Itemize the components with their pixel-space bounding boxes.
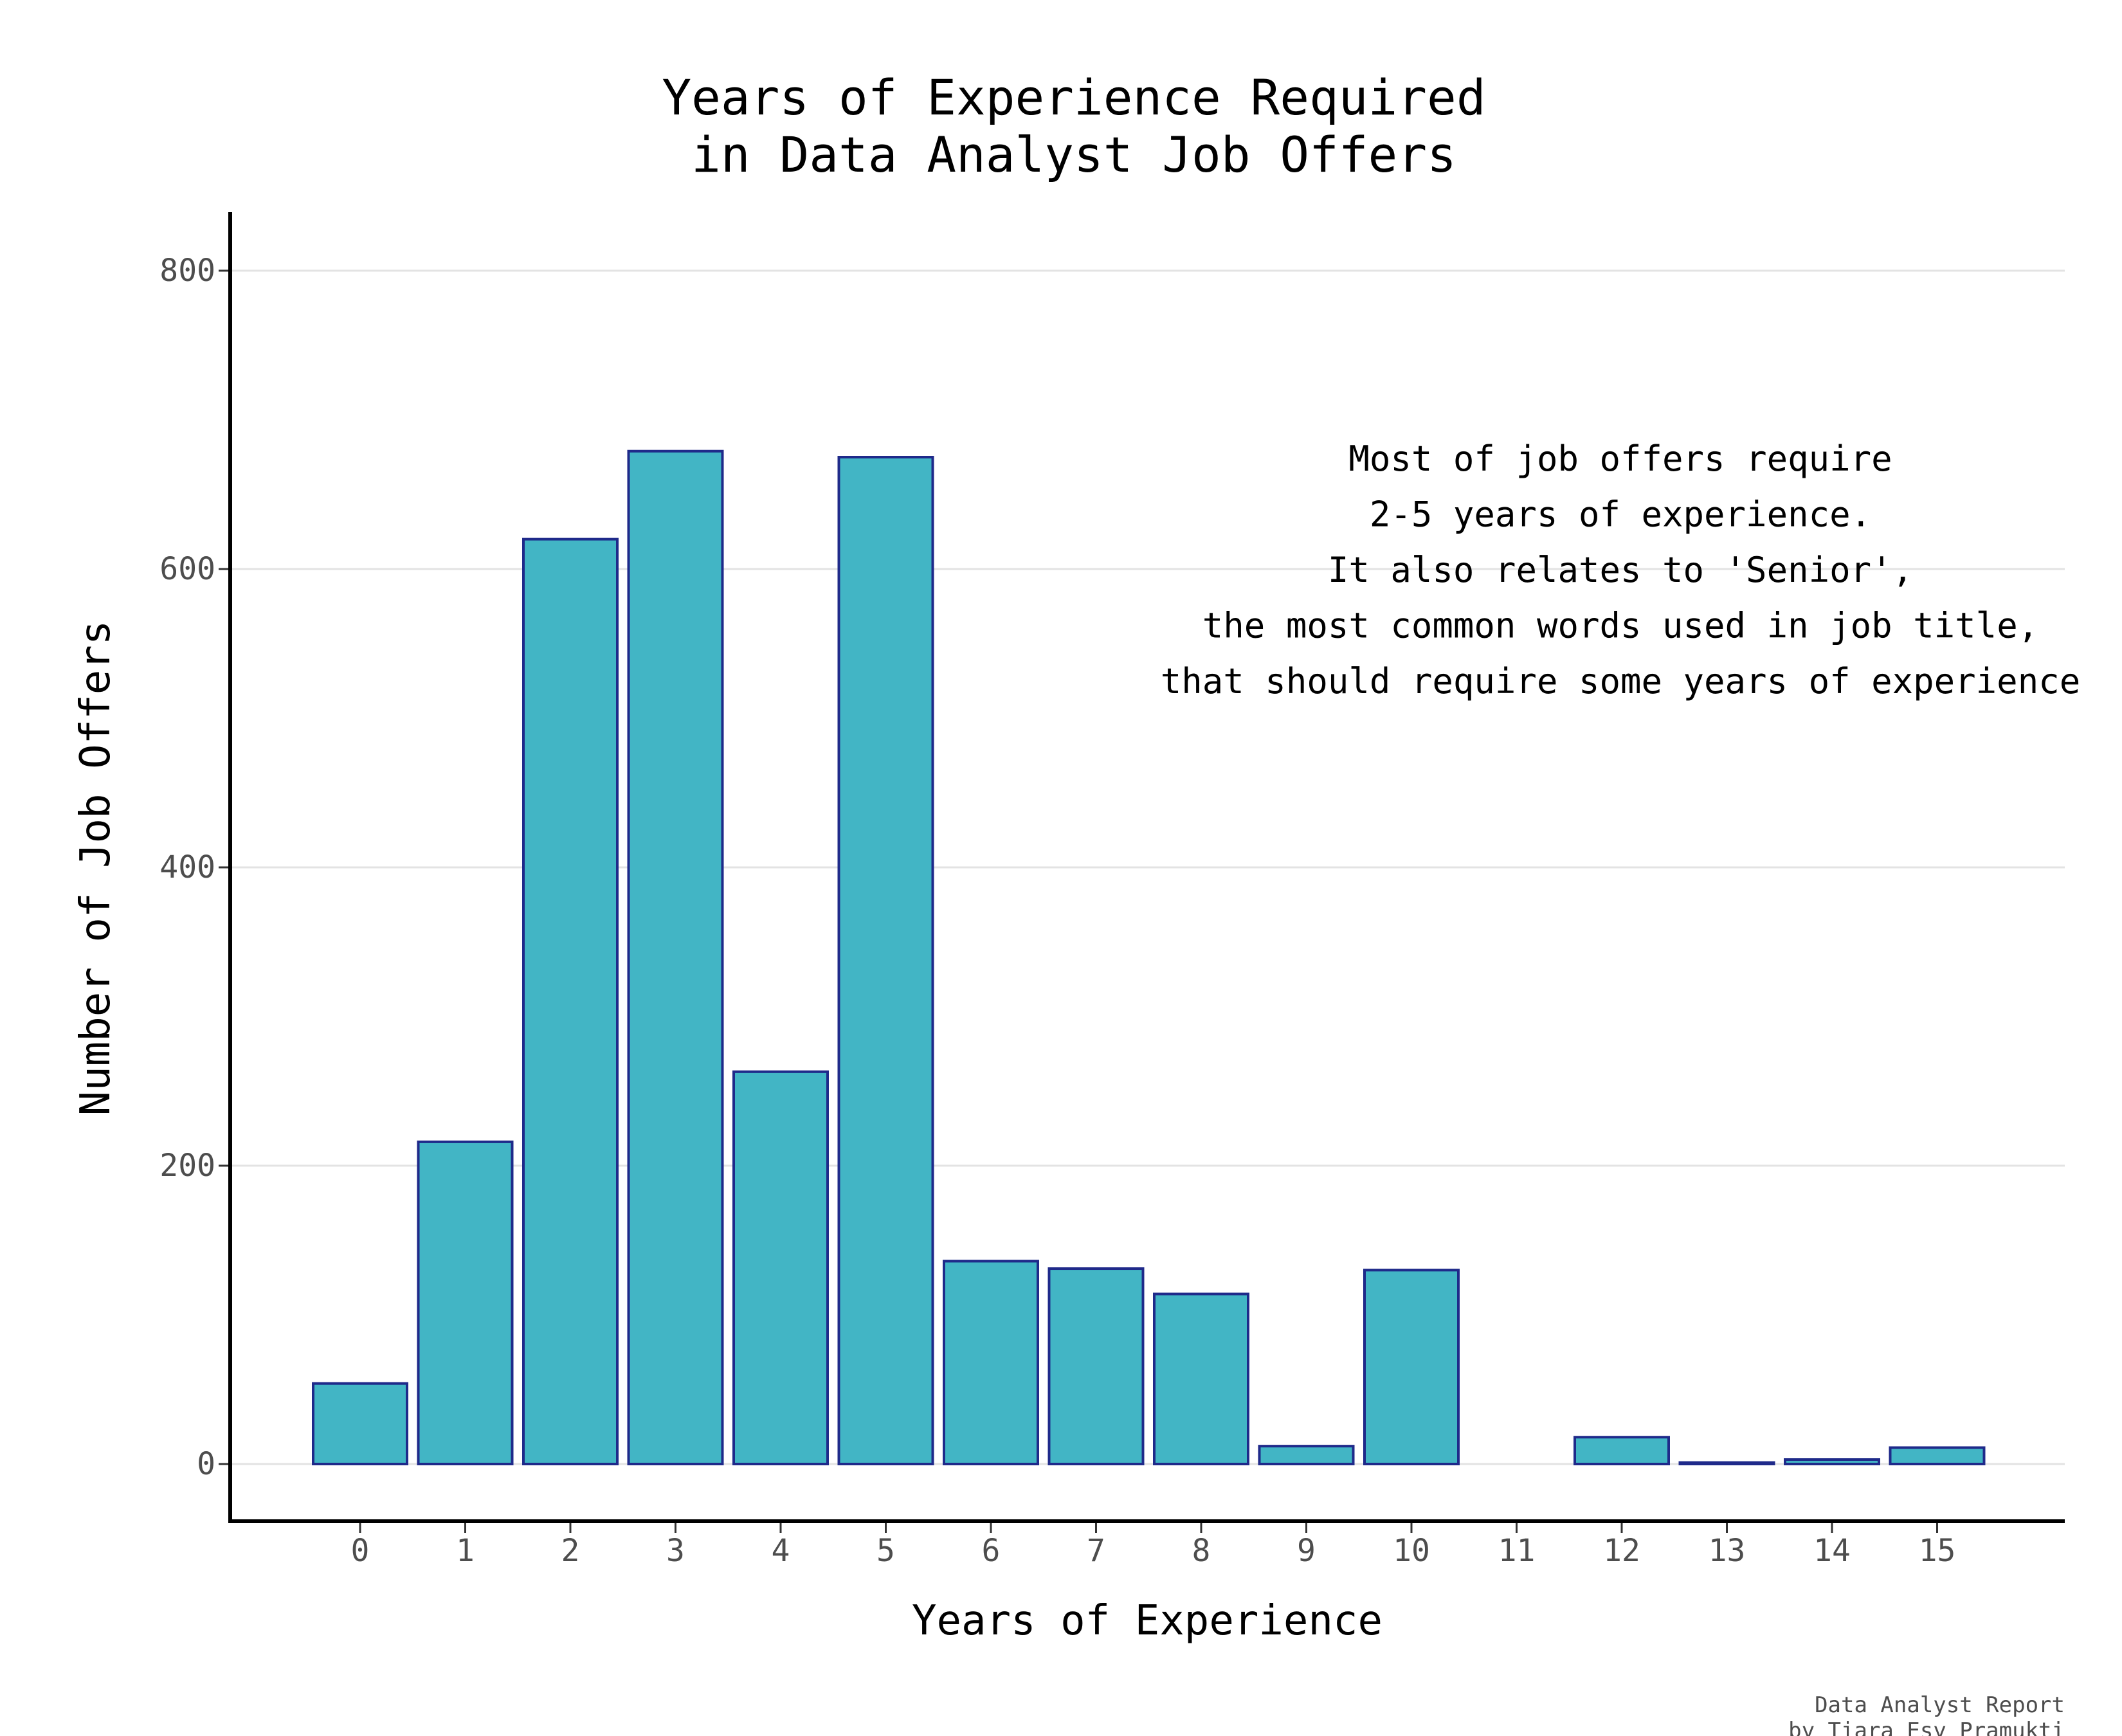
bar-6 [943,1260,1039,1465]
y-tick-label: 200 [159,1148,215,1184]
bar-5 [837,456,934,1465]
x-tick-label: 1 [456,1533,475,1569]
x-tick-label: 4 [772,1533,790,1569]
x-tick-label: 9 [1297,1533,1316,1569]
bar-15 [1889,1446,1986,1465]
x-tick-label: 2 [561,1533,580,1569]
y-tick-labels: 0 200 400 600 800 [159,253,230,1482]
bar-0 [312,1382,408,1465]
x-tick-label: 6 [982,1533,1001,1569]
x-tick-label: 13 [1709,1533,1746,1569]
chart-title-line-2: in Data Analyst Job Offers [691,126,1456,183]
caption-line-2: by Tiara Esy Pramukti [1788,1718,2065,1736]
x-tick-label: 0 [351,1533,370,1569]
annotation-line: the most common words used in job title, [1202,606,2038,646]
annotation-text: Most of job offers require 2-5 years of e… [1161,439,2080,701]
x-tick-label: 12 [1603,1533,1640,1569]
x-tick-labels: 0 1 2 3 4 5 6 7 8 9 10 11 12 13 14 15 [351,1521,1956,1569]
x-tick-label: 15 [1919,1533,1956,1569]
bar-9 [1258,1445,1355,1465]
bar-14 [1784,1458,1880,1466]
bars [312,449,1986,1466]
y-tick-label: 600 [159,551,215,587]
annotation-line: It also relates to 'Senior', [1328,550,1913,590]
x-tick-label: 8 [1192,1533,1211,1569]
bar-1 [417,1140,514,1465]
x-tick-label: 3 [666,1533,685,1569]
chart-title-line-1: Years of Experience Required [662,69,1485,126]
y-tick-label: 400 [159,849,215,885]
x-tick-label: 14 [1813,1533,1851,1569]
x-tick-label: 5 [876,1533,895,1569]
x-tick-label: 7 [1087,1533,1105,1569]
bar-10 [1363,1269,1460,1466]
bar-12 [1573,1436,1670,1465]
y-tick-label: 0 [197,1446,215,1482]
x-axis-title: Years of Experience [912,1597,1383,1645]
y-tick-label: 800 [159,253,215,289]
x-tick-label: 10 [1393,1533,1430,1569]
annotation-line: that should require some years of experi… [1161,661,2080,701]
bar-3 [627,449,724,1465]
caption-line-1: Data Analyst Report [1815,1692,2065,1718]
bar-13 [1678,1461,1775,1465]
bar-4 [732,1070,829,1465]
bar-7 [1047,1267,1145,1465]
bar-8 [1153,1292,1249,1466]
annotation-line: Most of job offers require [1348,439,1892,479]
y-axis-title: Number of Job Offers [72,620,120,1116]
annotation-line: 2-5 years of experience. [1370,494,1871,535]
x-tick-label: 11 [1498,1533,1536,1569]
bar-2 [522,538,619,1465]
